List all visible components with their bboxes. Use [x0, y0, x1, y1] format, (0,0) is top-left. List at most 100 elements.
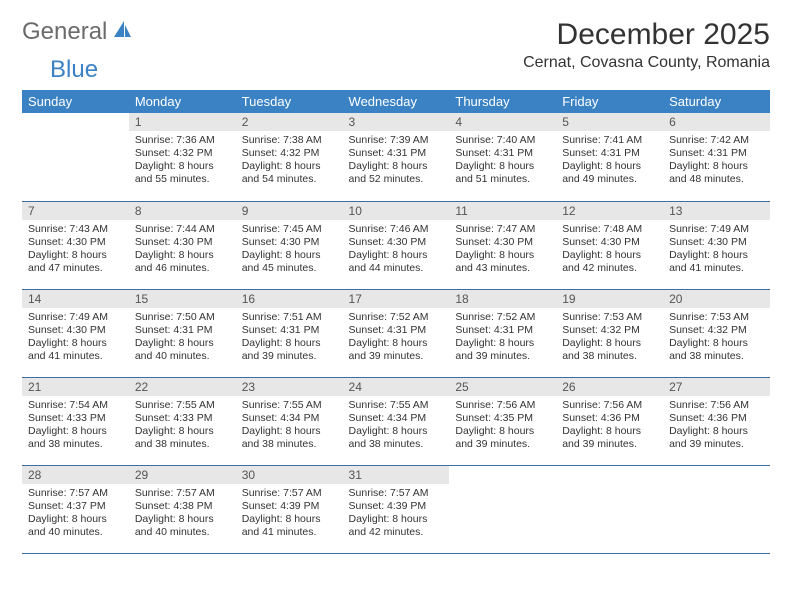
day-details: Sunrise: 7:55 AMSunset: 4:33 PMDaylight:… [129, 396, 236, 456]
day-number: 18 [449, 290, 556, 308]
calendar-cell: 28Sunrise: 7:57 AMSunset: 4:37 PMDayligh… [22, 465, 129, 553]
day-number: 21 [22, 378, 129, 396]
day-number: 23 [236, 378, 343, 396]
day-details: Sunrise: 7:42 AMSunset: 4:31 PMDaylight:… [663, 131, 770, 191]
day-details: Sunrise: 7:57 AMSunset: 4:39 PMDaylight:… [343, 484, 450, 544]
day-number: 1 [129, 113, 236, 131]
logo-text-general: General [22, 18, 107, 46]
col-monday: Monday [129, 90, 236, 113]
day-details: Sunrise: 7:57 AMSunset: 4:38 PMDaylight:… [129, 484, 236, 544]
calendar-cell: 12Sunrise: 7:48 AMSunset: 4:30 PMDayligh… [556, 201, 663, 289]
day-number: 4 [449, 113, 556, 131]
logo: General [22, 18, 137, 46]
col-wednesday: Wednesday [343, 90, 450, 113]
calendar-cell: 9Sunrise: 7:45 AMSunset: 4:30 PMDaylight… [236, 201, 343, 289]
weekday-header-row: Sunday Monday Tuesday Wednesday Thursday… [22, 90, 770, 113]
day-details: Sunrise: 7:57 AMSunset: 4:37 PMDaylight:… [22, 484, 129, 544]
calendar-row: 7Sunrise: 7:43 AMSunset: 4:30 PMDaylight… [22, 201, 770, 289]
calendar-cell: 20Sunrise: 7:53 AMSunset: 4:32 PMDayligh… [663, 289, 770, 377]
calendar-cell: 13Sunrise: 7:49 AMSunset: 4:30 PMDayligh… [663, 201, 770, 289]
calendar-cell: 0 [449, 465, 556, 553]
day-number: 16 [236, 290, 343, 308]
calendar-table: Sunday Monday Tuesday Wednesday Thursday… [22, 90, 770, 554]
day-details: Sunrise: 7:52 AMSunset: 4:31 PMDaylight:… [343, 308, 450, 368]
logo-text-blue: Blue [50, 56, 98, 83]
calendar-cell: 21Sunrise: 7:54 AMSunset: 4:33 PMDayligh… [22, 377, 129, 465]
calendar-cell: 14Sunrise: 7:49 AMSunset: 4:30 PMDayligh… [22, 289, 129, 377]
col-tuesday: Tuesday [236, 90, 343, 113]
day-details: Sunrise: 7:56 AMSunset: 4:35 PMDaylight:… [449, 396, 556, 456]
col-sunday: Sunday [22, 90, 129, 113]
calendar-cell: 2Sunrise: 7:38 AMSunset: 4:32 PMDaylight… [236, 113, 343, 201]
day-number: 10 [343, 202, 450, 220]
day-details: Sunrise: 7:49 AMSunset: 4:30 PMDaylight:… [663, 220, 770, 280]
calendar-cell: 16Sunrise: 7:51 AMSunset: 4:31 PMDayligh… [236, 289, 343, 377]
calendar-body: 0 1Sunrise: 7:36 AMSunset: 4:32 PMDaylig… [22, 113, 770, 553]
sail-icon [111, 19, 133, 46]
calendar-row: 14Sunrise: 7:49 AMSunset: 4:30 PMDayligh… [22, 289, 770, 377]
calendar-cell: 7Sunrise: 7:43 AMSunset: 4:30 PMDaylight… [22, 201, 129, 289]
day-number: 26 [556, 378, 663, 396]
calendar-cell: 1Sunrise: 7:36 AMSunset: 4:32 PMDaylight… [129, 113, 236, 201]
calendar-cell: 10Sunrise: 7:46 AMSunset: 4:30 PMDayligh… [343, 201, 450, 289]
day-details: Sunrise: 7:56 AMSunset: 4:36 PMDaylight:… [663, 396, 770, 456]
day-number: 2 [236, 113, 343, 131]
calendar-cell: 27Sunrise: 7:56 AMSunset: 4:36 PMDayligh… [663, 377, 770, 465]
day-number: 17 [343, 290, 450, 308]
day-number: 28 [22, 466, 129, 484]
day-number: 13 [663, 202, 770, 220]
day-number: 31 [343, 466, 450, 484]
day-number: 12 [556, 202, 663, 220]
calendar-cell: 22Sunrise: 7:55 AMSunset: 4:33 PMDayligh… [129, 377, 236, 465]
col-thursday: Thursday [449, 90, 556, 113]
calendar-row: 21Sunrise: 7:54 AMSunset: 4:33 PMDayligh… [22, 377, 770, 465]
day-details: Sunrise: 7:43 AMSunset: 4:30 PMDaylight:… [22, 220, 129, 280]
calendar-cell: 24Sunrise: 7:55 AMSunset: 4:34 PMDayligh… [343, 377, 450, 465]
calendar-cell: 11Sunrise: 7:47 AMSunset: 4:30 PMDayligh… [449, 201, 556, 289]
calendar-cell: 8Sunrise: 7:44 AMSunset: 4:30 PMDaylight… [129, 201, 236, 289]
day-number: 24 [343, 378, 450, 396]
day-number: 11 [449, 202, 556, 220]
calendar-row: 0 1Sunrise: 7:36 AMSunset: 4:32 PMDaylig… [22, 113, 770, 201]
day-details: Sunrise: 7:40 AMSunset: 4:31 PMDaylight:… [449, 131, 556, 191]
calendar-cell: 19Sunrise: 7:53 AMSunset: 4:32 PMDayligh… [556, 289, 663, 377]
calendar-cell: 0 [663, 465, 770, 553]
calendar-cell: 4Sunrise: 7:40 AMSunset: 4:31 PMDaylight… [449, 113, 556, 201]
calendar-cell: 5Sunrise: 7:41 AMSunset: 4:31 PMDaylight… [556, 113, 663, 201]
day-details: Sunrise: 7:53 AMSunset: 4:32 PMDaylight:… [556, 308, 663, 368]
day-number: 30 [236, 466, 343, 484]
day-details: Sunrise: 7:45 AMSunset: 4:30 PMDaylight:… [236, 220, 343, 280]
day-number: 19 [556, 290, 663, 308]
calendar-cell: 23Sunrise: 7:55 AMSunset: 4:34 PMDayligh… [236, 377, 343, 465]
day-details: Sunrise: 7:39 AMSunset: 4:31 PMDaylight:… [343, 131, 450, 191]
day-details: Sunrise: 7:53 AMSunset: 4:32 PMDaylight:… [663, 308, 770, 368]
day-details: Sunrise: 7:41 AMSunset: 4:31 PMDaylight:… [556, 131, 663, 191]
day-details: Sunrise: 7:46 AMSunset: 4:30 PMDaylight:… [343, 220, 450, 280]
day-number: 5 [556, 113, 663, 131]
col-friday: Friday [556, 90, 663, 113]
day-number: 22 [129, 378, 236, 396]
day-number: 6 [663, 113, 770, 131]
calendar-cell: 6Sunrise: 7:42 AMSunset: 4:31 PMDaylight… [663, 113, 770, 201]
day-number: 20 [663, 290, 770, 308]
day-details: Sunrise: 7:55 AMSunset: 4:34 PMDaylight:… [343, 396, 450, 456]
calendar-cell: 0 [22, 113, 129, 201]
day-details: Sunrise: 7:48 AMSunset: 4:30 PMDaylight:… [556, 220, 663, 280]
calendar-cell: 30Sunrise: 7:57 AMSunset: 4:39 PMDayligh… [236, 465, 343, 553]
day-number: 9 [236, 202, 343, 220]
calendar-cell: 17Sunrise: 7:52 AMSunset: 4:31 PMDayligh… [343, 289, 450, 377]
day-number: 25 [449, 378, 556, 396]
day-details: Sunrise: 7:44 AMSunset: 4:30 PMDaylight:… [129, 220, 236, 280]
calendar-cell: 0 [556, 465, 663, 553]
day-details: Sunrise: 7:49 AMSunset: 4:30 PMDaylight:… [22, 308, 129, 368]
calendar-cell: 29Sunrise: 7:57 AMSunset: 4:38 PMDayligh… [129, 465, 236, 553]
day-number: 27 [663, 378, 770, 396]
calendar-cell: 3Sunrise: 7:39 AMSunset: 4:31 PMDaylight… [343, 113, 450, 201]
day-number: 15 [129, 290, 236, 308]
day-details: Sunrise: 7:36 AMSunset: 4:32 PMDaylight:… [129, 131, 236, 191]
day-number: 14 [22, 290, 129, 308]
calendar-cell: 31Sunrise: 7:57 AMSunset: 4:39 PMDayligh… [343, 465, 450, 553]
calendar-cell: 15Sunrise: 7:50 AMSunset: 4:31 PMDayligh… [129, 289, 236, 377]
day-details: Sunrise: 7:56 AMSunset: 4:36 PMDaylight:… [556, 396, 663, 456]
day-details: Sunrise: 7:54 AMSunset: 4:33 PMDaylight:… [22, 396, 129, 456]
